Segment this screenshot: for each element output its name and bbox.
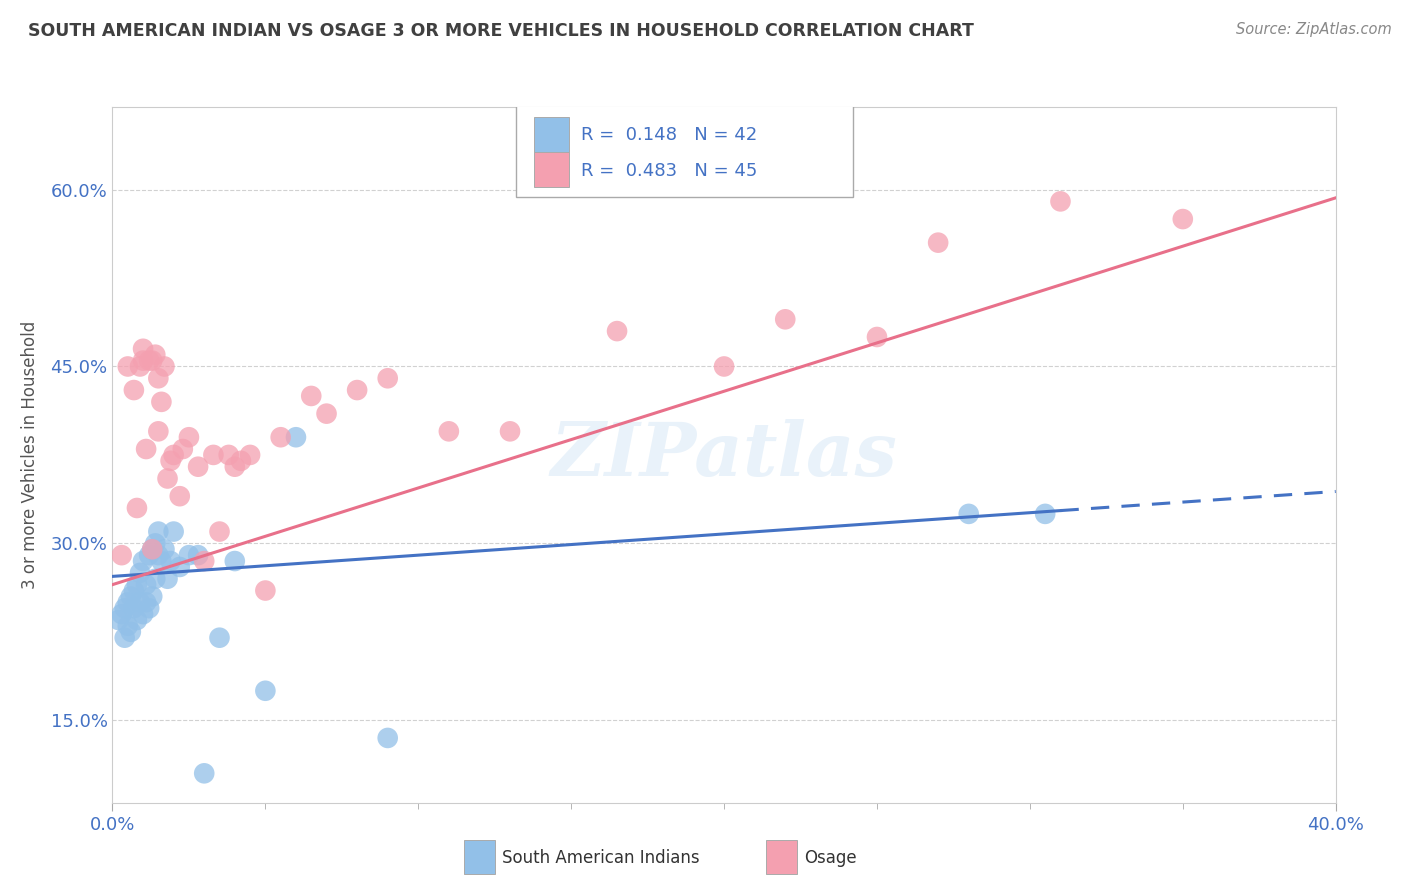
Bar: [534, 153, 569, 187]
Point: [172, 442, 194, 456]
Point: [138, 548, 160, 562]
Point: [159, 554, 181, 568]
Point: [143, 348, 166, 362]
Point: [141, 353, 163, 368]
Text: Osage: Osage: [804, 849, 856, 867]
Text: South American Indians: South American Indians: [502, 849, 700, 867]
Point: [138, 601, 160, 615]
Point: [193, 766, 215, 780]
Point: [713, 359, 735, 374]
Point: [377, 731, 399, 745]
Point: [208, 524, 231, 539]
Point: [169, 489, 191, 503]
Point: [254, 583, 277, 598]
Point: [148, 371, 170, 385]
Point: [132, 342, 155, 356]
Point: [114, 601, 136, 615]
Point: [377, 371, 399, 385]
Point: [163, 448, 186, 462]
Point: [606, 324, 628, 338]
Point: [143, 536, 166, 550]
Point: [141, 590, 163, 604]
Point: [138, 353, 160, 368]
Point: [148, 425, 170, 439]
Point: [1033, 507, 1056, 521]
Point: [143, 572, 166, 586]
Point: [229, 454, 252, 468]
Point: [957, 507, 980, 521]
Point: [499, 425, 522, 439]
Point: [129, 566, 152, 580]
Point: [163, 524, 186, 539]
Point: [117, 619, 139, 633]
Text: Source: ZipAtlas.com: Source: ZipAtlas.com: [1236, 22, 1392, 37]
Point: [122, 383, 145, 397]
Point: [239, 448, 262, 462]
Point: [346, 383, 368, 397]
Point: [117, 359, 139, 374]
Point: [120, 624, 142, 639]
Point: [150, 395, 173, 409]
Text: ZIPatlas: ZIPatlas: [551, 418, 897, 491]
Point: [299, 389, 322, 403]
Point: [315, 407, 337, 421]
Text: R =  0.483   N = 45: R = 0.483 N = 45: [581, 162, 758, 180]
Point: [187, 459, 209, 474]
Point: [156, 471, 179, 485]
Point: [202, 448, 225, 462]
Point: [148, 524, 170, 539]
Point: [135, 595, 157, 609]
Point: [1171, 212, 1194, 227]
Point: [117, 595, 139, 609]
Bar: [534, 118, 569, 153]
Point: [208, 631, 231, 645]
Point: [437, 425, 460, 439]
Point: [107, 613, 129, 627]
Point: [775, 312, 797, 326]
Point: [125, 613, 148, 627]
Point: [156, 572, 179, 586]
Point: [135, 577, 157, 591]
Point: [111, 548, 134, 562]
Point: [132, 607, 155, 621]
Point: [135, 442, 157, 456]
Point: [187, 548, 209, 562]
Point: [159, 454, 181, 468]
Point: [132, 554, 155, 568]
Point: [927, 235, 949, 250]
Point: [1049, 194, 1071, 209]
Text: R =  0.148   N = 42: R = 0.148 N = 42: [581, 126, 758, 144]
Text: SOUTH AMERICAN INDIAN VS OSAGE 3 OR MORE VEHICLES IN HOUSEHOLD CORRELATION CHART: SOUTH AMERICAN INDIAN VS OSAGE 3 OR MORE…: [28, 22, 974, 40]
Point: [254, 683, 277, 698]
Point: [122, 583, 145, 598]
Point: [148, 548, 170, 562]
Point: [141, 542, 163, 557]
Point: [866, 330, 889, 344]
Point: [224, 554, 246, 568]
Point: [114, 631, 136, 645]
Y-axis label: 3 or more Vehicles in Household: 3 or more Vehicles in Household: [21, 321, 39, 589]
Point: [218, 448, 240, 462]
Point: [125, 577, 148, 591]
Point: [111, 607, 134, 621]
Point: [150, 554, 173, 568]
Point: [177, 430, 200, 444]
Point: [177, 548, 200, 562]
Point: [284, 430, 308, 444]
Point: [270, 430, 292, 444]
Point: [129, 595, 152, 609]
Point: [224, 459, 246, 474]
Point: [153, 542, 176, 557]
FancyBboxPatch shape: [516, 103, 852, 197]
Point: [169, 560, 191, 574]
Point: [122, 601, 145, 615]
Point: [120, 590, 142, 604]
Point: [141, 542, 163, 557]
Point: [129, 359, 152, 374]
Point: [132, 353, 155, 368]
Point: [125, 500, 148, 515]
Point: [193, 554, 215, 568]
Point: [153, 359, 176, 374]
